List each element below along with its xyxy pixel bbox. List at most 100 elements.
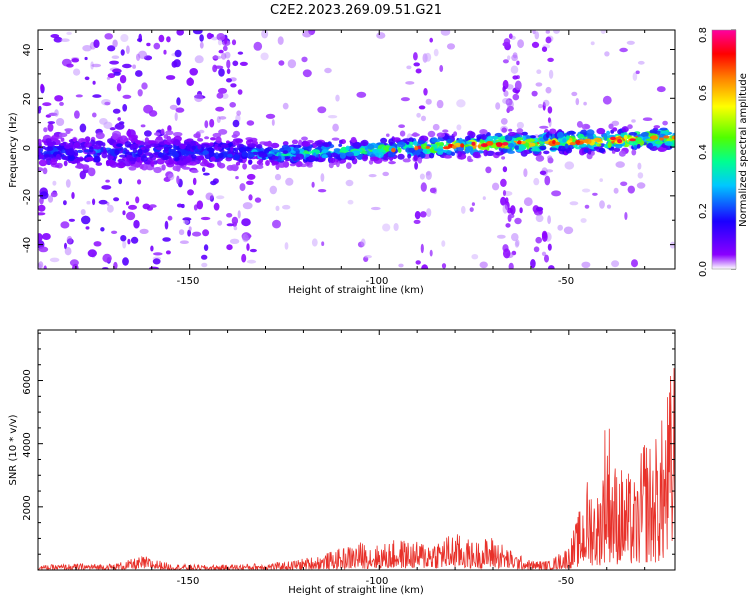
heatmap-cell (235, 176, 239, 180)
heatmap-cell (626, 40, 635, 45)
heatmap-cell (114, 122, 125, 130)
heatmap-cell (386, 133, 390, 137)
heatmap-cell (584, 204, 590, 209)
heatmap-cell (237, 51, 244, 55)
heatmap-cell (623, 134, 628, 140)
heatmap-cell (215, 136, 222, 144)
heatmap-cell (417, 156, 423, 164)
heatmap-cell (146, 42, 151, 47)
heatmap-cell (233, 141, 240, 146)
heatmap-cell (576, 121, 583, 128)
heatmap-cell (143, 145, 152, 149)
heatmap-cell (167, 125, 172, 133)
heatmap-cell (169, 104, 178, 110)
heatmap-cell (662, 120, 668, 126)
heatmap-cell (187, 229, 192, 237)
heatmap-cell (439, 65, 444, 72)
heatmap-cell (212, 132, 222, 138)
heatmap-cell (569, 201, 579, 206)
heatmap-cell (516, 121, 525, 129)
heatmap-cell (301, 56, 308, 63)
heatmap-cell (263, 141, 273, 147)
heatmap-cell (544, 254, 549, 263)
heatmap-cell (367, 143, 375, 150)
heatmap-cell (592, 192, 598, 196)
heatmap-cell (122, 94, 132, 99)
heatmap-cell (86, 200, 91, 205)
heatmap-cell (659, 137, 664, 141)
heatmap-cell (539, 170, 547, 175)
top-y-axis-label: Frequency (Hz) (8, 112, 19, 188)
heatmap-cell (66, 235, 73, 244)
heatmap-cell (242, 234, 249, 243)
heatmap-cell (532, 30, 536, 35)
heatmap-cell (412, 132, 419, 137)
heatmap-cell (653, 125, 661, 129)
heatmap-cell (631, 259, 638, 268)
heatmap-cell (106, 76, 111, 80)
heatmap-cell (393, 223, 399, 231)
bottom-plot-frame (37, 329, 676, 571)
heatmap-cell (118, 178, 123, 185)
heatmap-cell (533, 177, 540, 186)
heatmap-cell (615, 161, 625, 168)
heatmap-cell (56, 145, 66, 150)
heatmap-cell (217, 87, 228, 94)
heatmap-cell (101, 185, 112, 190)
heatmap-cell (331, 137, 340, 141)
bottom-x-tick-label: -50 (558, 576, 574, 587)
heatmap-cell (63, 160, 68, 167)
heatmap-cell (328, 162, 334, 169)
heatmap-cell (201, 254, 208, 260)
heatmap-cell (397, 147, 402, 153)
heatmap-cell (514, 145, 520, 150)
heatmap-cell (130, 236, 139, 244)
heatmap-cell (39, 191, 49, 200)
heatmap-cell (345, 151, 354, 157)
heatmap-cell (179, 240, 189, 244)
heatmap-cell (635, 70, 640, 75)
heatmap-cell (38, 261, 44, 269)
heatmap-cell (446, 43, 456, 50)
heatmap-cell (360, 238, 366, 247)
heatmap-cell (217, 39, 223, 46)
heatmap-cell (469, 131, 476, 139)
heatmap-cell (374, 151, 384, 158)
heatmap-cell (562, 138, 567, 143)
heatmap-cell (190, 169, 199, 174)
heatmap-cell (198, 155, 205, 161)
heatmap-cell (87, 249, 97, 258)
heatmap-cell (429, 187, 437, 194)
heatmap-cell (38, 204, 46, 212)
heatmap-cell (38, 146, 41, 153)
heatmap-cell (64, 247, 72, 256)
heatmap-cell (432, 123, 440, 131)
heatmap-cell (487, 135, 494, 142)
heatmap-cell (352, 142, 362, 149)
heatmap-cell (218, 129, 228, 135)
heatmap-cell (38, 233, 43, 242)
heatmap-cell (137, 38, 143, 42)
colorbar-tick-label: 0.6 (698, 85, 709, 101)
heatmap-cell (137, 89, 143, 97)
heatmap-cell (308, 155, 317, 162)
heatmap-cell (179, 143, 187, 150)
heatmap-cell (125, 201, 130, 206)
heatmap-cell (420, 243, 424, 254)
heatmap-cell (137, 149, 142, 153)
heatmap-cell (436, 132, 446, 138)
heatmap-cell (149, 143, 159, 147)
heatmap-cell (501, 156, 506, 160)
heatmap-cell (164, 220, 169, 230)
heatmap-cell (508, 131, 517, 137)
heatmap-cell (530, 135, 536, 139)
heatmap-cell (72, 263, 79, 269)
heatmap-cell (241, 218, 251, 227)
heatmap-cell (511, 233, 519, 242)
heatmap-cell (624, 212, 628, 220)
heatmap-cell (502, 86, 506, 92)
heatmap-cell (436, 142, 444, 146)
heatmap-cell (226, 244, 233, 251)
heatmap-cell (586, 129, 595, 136)
heatmap-cell (116, 83, 122, 92)
